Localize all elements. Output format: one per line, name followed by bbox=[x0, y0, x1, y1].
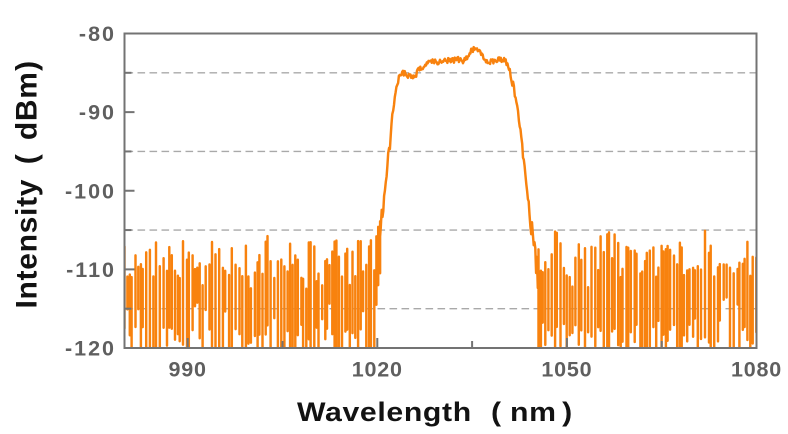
svg-text:1080: 1080 bbox=[731, 358, 782, 382]
svg-text:Intensity(dBm): Intensity(dBm) bbox=[11, 60, 44, 308]
svg-text:Wavelength(nm): Wavelength(nm) bbox=[297, 397, 573, 427]
svg-text:1020: 1020 bbox=[352, 358, 403, 382]
svg-text:-80: -80 bbox=[79, 22, 116, 46]
svg-text:-110: -110 bbox=[66, 258, 116, 282]
svg-text:-120: -120 bbox=[65, 337, 116, 361]
svg-text:-90: -90 bbox=[79, 101, 116, 125]
svg-text:-100: -100 bbox=[65, 179, 116, 203]
svg-text:1050: 1050 bbox=[541, 358, 592, 382]
svg-text:990: 990 bbox=[169, 358, 207, 382]
